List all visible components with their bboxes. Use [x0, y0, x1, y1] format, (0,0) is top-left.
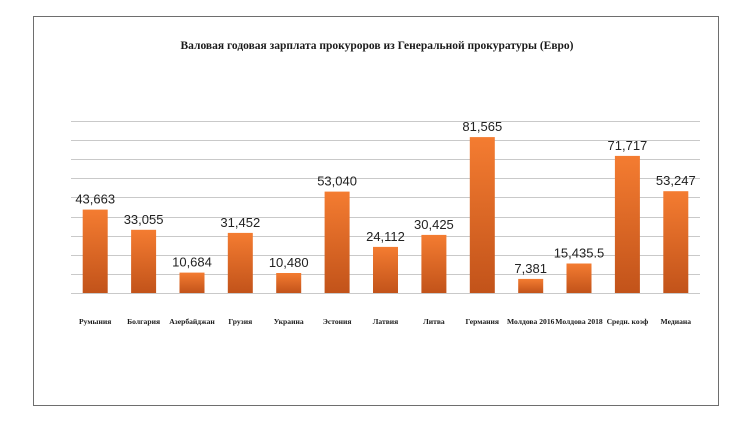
bar — [373, 246, 398, 293]
category-label: Болгария — [127, 317, 160, 326]
bar — [82, 209, 108, 293]
value-label: 43,663 — [75, 192, 115, 207]
value-label: 53,247 — [656, 173, 696, 188]
value-labels: 43,663 33,055 10,684 31,452 10,480 53,040 24,1… — [75, 119, 695, 276]
category-label: Литва — [423, 317, 445, 326]
value-label: 10,684 — [172, 255, 212, 270]
value-label: 24,112 — [366, 229, 405, 244]
chart-title: Валовая годовая зарплата прокуроров из Г… — [180, 40, 573, 52]
category-label: Молдова 2018 — [555, 317, 603, 326]
bar — [131, 229, 157, 293]
bar — [276, 273, 302, 293]
category-label: Украина — [274, 317, 304, 326]
bar — [324, 191, 350, 293]
bar — [518, 278, 544, 293]
bar — [421, 234, 447, 293]
category-label: Эстония — [323, 317, 352, 326]
category-label: Медиана — [661, 317, 692, 326]
value-label: 31,452 — [220, 215, 260, 230]
value-label: 7,381 — [514, 261, 547, 276]
value-label: 10,480 — [269, 255, 309, 270]
category-label: Грузия — [228, 317, 252, 326]
category-label: Средн. коэф — [607, 317, 649, 326]
value-label: 33,055 — [124, 212, 164, 227]
bar — [469, 137, 495, 293]
bar — [179, 272, 205, 293]
bar — [663, 191, 689, 293]
category-label: Молдова 2016 — [507, 317, 555, 326]
value-label: 71,717 — [608, 138, 648, 153]
category-label: Латвия — [373, 317, 399, 326]
value-label: 30,425 — [414, 217, 454, 232]
category-labels: Румыния Болгария Азербайджан Грузия Украина Э… — [79, 317, 691, 326]
bars — [82, 137, 689, 293]
category-label: Германия — [466, 317, 500, 326]
bar — [614, 155, 640, 293]
category-label: Азербайджан — [169, 317, 215, 326]
value-label: 81,565 — [462, 119, 502, 134]
category-label: Румыния — [79, 317, 111, 326]
bar-chart: Валовая годовая зарплата прокуроров из Г… — [71, 40, 700, 326]
gridlines — [71, 121, 700, 294]
bar — [566, 263, 592, 293]
bar — [227, 232, 253, 293]
value-label: 53,040 — [317, 174, 357, 189]
chart-frame: Валовая годовая зарплата прокуроров из Г… — [33, 16, 719, 406]
value-label: 15,435.5 — [554, 246, 605, 261]
